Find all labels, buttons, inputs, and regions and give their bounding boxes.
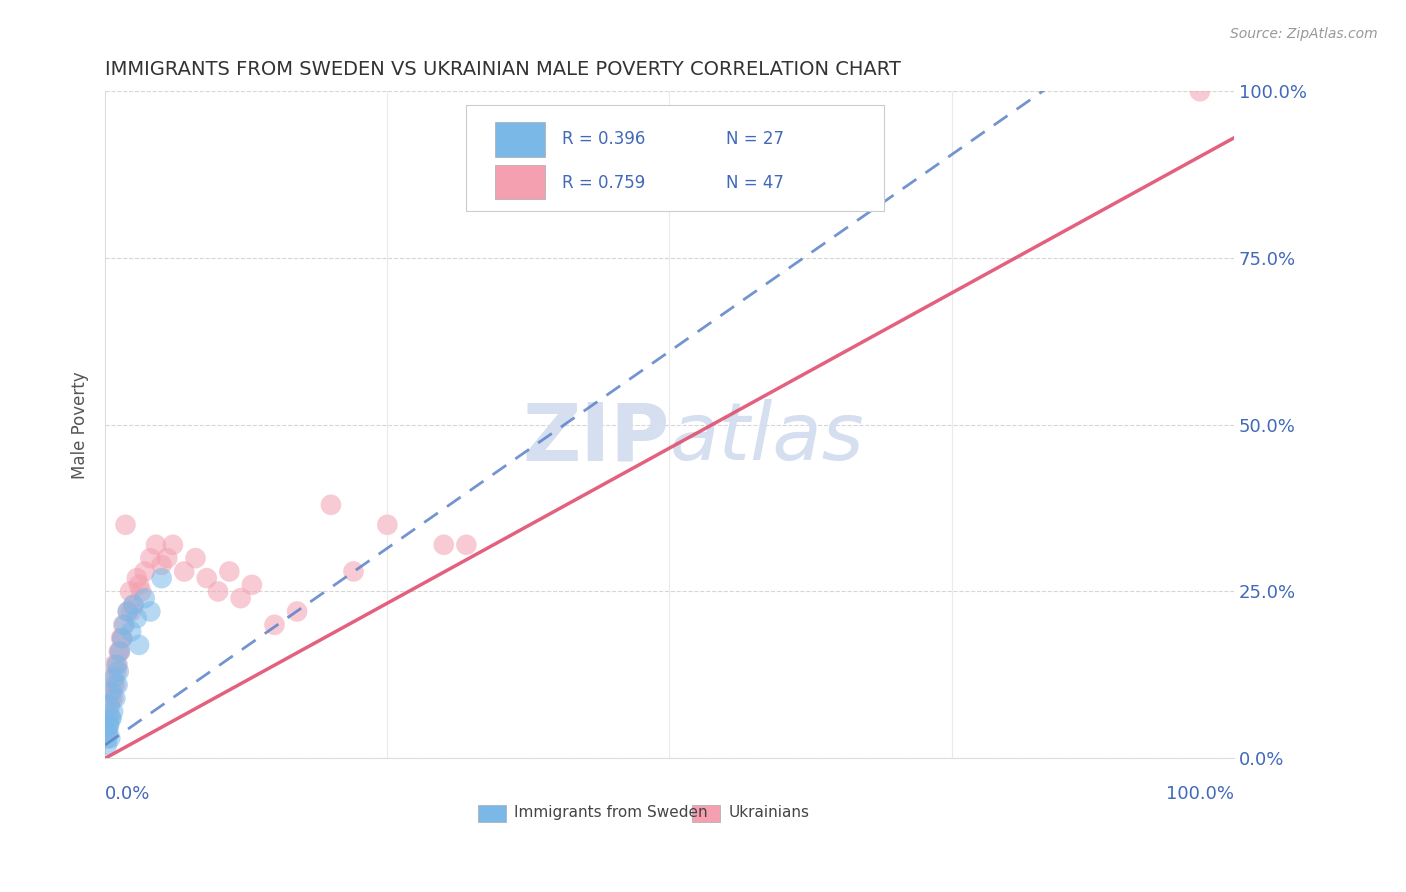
Point: [107, 665, 129, 679]
Text: Immigrants from Sweden: Immigrants from Sweden: [513, 805, 707, 821]
Point: [319, 498, 342, 512]
Point: [97, 718, 120, 732]
Point: [107, 657, 129, 672]
Point: [96, 738, 118, 752]
Point: [128, 638, 150, 652]
Point: [229, 591, 252, 606]
Point: [139, 605, 162, 619]
Point: [97, 724, 120, 739]
Point: [101, 691, 124, 706]
FancyBboxPatch shape: [495, 165, 546, 199]
Y-axis label: Male Poverty: Male Poverty: [72, 371, 89, 479]
Point: [117, 605, 139, 619]
Point: [103, 671, 125, 685]
Point: [433, 538, 456, 552]
Point: [120, 605, 142, 619]
Text: N = 27: N = 27: [725, 130, 785, 148]
Point: [456, 538, 478, 552]
Point: [240, 578, 263, 592]
Point: [105, 665, 128, 679]
Text: Source: ZipAtlas.com: Source: ZipAtlas.com: [1230, 27, 1378, 41]
Point: [122, 598, 145, 612]
Point: [98, 718, 121, 732]
Point: [342, 565, 364, 579]
Point: [101, 671, 124, 685]
Text: Ukrainians: Ukrainians: [728, 805, 810, 821]
Point: [96, 731, 118, 746]
Point: [150, 558, 173, 572]
Point: [263, 617, 285, 632]
Point: [139, 551, 162, 566]
Point: [107, 644, 129, 658]
Text: 0.0%: 0.0%: [105, 785, 150, 803]
Text: atlas: atlas: [669, 399, 865, 477]
Point: [131, 584, 153, 599]
Point: [145, 538, 167, 552]
Text: R = 0.759: R = 0.759: [562, 174, 645, 192]
Point: [195, 571, 218, 585]
Point: [108, 644, 131, 658]
FancyBboxPatch shape: [467, 104, 884, 211]
Text: ZIP: ZIP: [522, 399, 669, 477]
Point: [128, 578, 150, 592]
Point: [101, 705, 124, 719]
Point: [134, 591, 156, 606]
Point: [110, 631, 132, 645]
Point: [118, 584, 141, 599]
Point: [103, 657, 125, 672]
Point: [101, 684, 124, 698]
Point: [98, 698, 121, 712]
Point: [105, 657, 128, 672]
Point: [156, 551, 179, 566]
Point: [112, 617, 135, 632]
Point: [104, 678, 127, 692]
Point: [120, 624, 142, 639]
Point: [100, 691, 122, 706]
Text: IMMIGRANTS FROM SWEDEN VS UKRAINIAN MALE POVERTY CORRELATION CHART: IMMIGRANTS FROM SWEDEN VS UKRAINIAN MALE…: [105, 60, 901, 78]
Point: [111, 631, 134, 645]
Point: [98, 698, 121, 712]
Point: [125, 571, 148, 585]
Point: [134, 565, 156, 579]
Text: R = 0.396: R = 0.396: [562, 130, 645, 148]
FancyBboxPatch shape: [495, 122, 546, 157]
Point: [112, 617, 135, 632]
Text: N = 47: N = 47: [725, 174, 783, 192]
Point: [184, 551, 207, 566]
Point: [1188, 84, 1211, 98]
Point: [150, 571, 173, 585]
FancyBboxPatch shape: [478, 805, 506, 822]
Point: [173, 565, 195, 579]
Point: [108, 644, 131, 658]
Point: [218, 565, 240, 579]
Point: [114, 517, 136, 532]
Point: [117, 605, 139, 619]
Point: [285, 605, 308, 619]
Point: [125, 611, 148, 625]
Point: [162, 538, 184, 552]
Point: [122, 598, 145, 612]
Text: 100.0%: 100.0%: [1166, 785, 1234, 803]
Point: [100, 711, 122, 725]
Point: [377, 517, 399, 532]
Point: [98, 731, 121, 746]
Point: [100, 684, 122, 698]
Point: [103, 678, 125, 692]
Point: [100, 711, 122, 725]
Point: [96, 724, 118, 739]
Point: [97, 711, 120, 725]
Point: [107, 678, 129, 692]
Point: [98, 705, 121, 719]
Point: [104, 691, 127, 706]
FancyBboxPatch shape: [692, 805, 720, 822]
Point: [111, 631, 134, 645]
Point: [207, 584, 229, 599]
